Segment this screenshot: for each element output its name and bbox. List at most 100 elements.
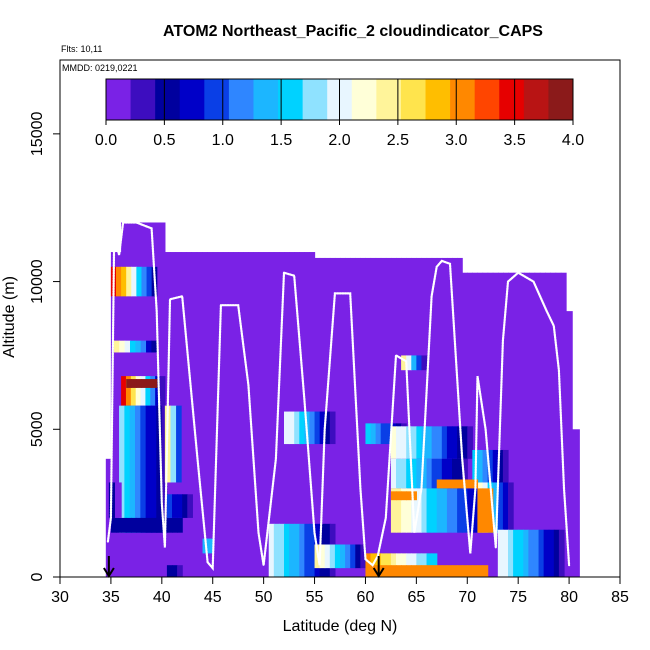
heatmap-cell (492, 272, 499, 577)
heatmap-cell (243, 252, 249, 577)
heatmap-cell (462, 272, 468, 577)
heatmap-cell (309, 411, 316, 445)
flight-boundary-arrowhead (372, 567, 385, 578)
flight-track (106, 221, 571, 571)
heatmap-cell (119, 405, 125, 533)
heatmap-cell (446, 488, 453, 533)
heatmap-cell (108, 482, 116, 518)
heatmap-cell (146, 517, 153, 533)
heatmap-cell (329, 411, 336, 445)
heatmap-cell (553, 529, 560, 577)
heatmap-cell (375, 257, 382, 577)
heatmap-cell (472, 272, 479, 577)
heatmap-cell (114, 482, 122, 518)
heatmap-cell (299, 523, 305, 577)
heatmap-cell (431, 426, 438, 459)
colorbar-tick-label: 3.5 (504, 132, 526, 149)
heatmap-cell (467, 488, 473, 533)
heatmap-cell (390, 257, 397, 577)
heatmap-cell (222, 252, 229, 577)
heatmap-cell (380, 565, 387, 577)
heatmap-cell (182, 494, 188, 518)
heatmap-cell (497, 449, 504, 483)
heatmap-cell (467, 272, 473, 577)
heatmap-cell (487, 272, 494, 577)
heatmap-cell (426, 488, 433, 533)
colorbar-tick-label: 1.5 (270, 132, 292, 149)
heatmap-cell (406, 565, 412, 577)
colorbar-tick-label: 4.0 (562, 132, 584, 149)
heatmap-cell (116, 266, 122, 297)
heatmap-cell (284, 411, 290, 445)
heatmap-cell (416, 426, 423, 459)
heatmap-cell (431, 565, 438, 577)
heatmap-cell (457, 488, 463, 533)
colorbar-tick-label: 0.5 (153, 132, 175, 149)
heatmap-cell (176, 405, 183, 483)
heatmap-cell (436, 426, 443, 459)
heatmap-cell (365, 257, 372, 577)
heatmap-cell (186, 252, 193, 577)
heatmap-cell (390, 491, 397, 501)
heatmap-cell (431, 488, 438, 533)
colorbar-swatch (523, 79, 549, 120)
heatmap-cell (528, 529, 535, 577)
heatmap-cell (426, 565, 433, 577)
mmdd-annotation: MMDD: 0219,0221 (62, 63, 138, 73)
heatmap-cell (278, 252, 285, 577)
heatmap-cell (497, 482, 504, 533)
heatmap-cell (131, 266, 137, 297)
heatmap-cell (141, 266, 148, 297)
heatmap-cell (572, 429, 580, 577)
heatmap-cell (105, 458, 111, 577)
heatmap-cell (355, 257, 361, 577)
x-tick-label: 35 (102, 589, 120, 606)
colorbar-tick-label: 1.0 (212, 132, 234, 149)
heatmap-cell (324, 544, 331, 569)
heatmap-cell (533, 529, 540, 577)
x-tick-label: 70 (458, 589, 476, 606)
y-tick-label: 5000 (29, 411, 46, 447)
heatmap-cell (431, 257, 438, 577)
heatmap-cell (233, 252, 239, 577)
heatmap-cell (129, 405, 136, 533)
heatmap-cell (166, 565, 173, 577)
heatmap-cell (472, 488, 479, 533)
heatmap-cell (385, 423, 392, 445)
heatmap-cell (441, 488, 448, 533)
colorbar-swatch (425, 79, 451, 120)
heatmap-cell (497, 529, 504, 577)
heatmap-cell (555, 272, 562, 577)
heatmap-cell (212, 252, 219, 577)
heatmap-cell (467, 426, 473, 459)
heatmap-cell (401, 488, 407, 533)
heatmap-cell (355, 544, 361, 569)
heatmap-cell (529, 272, 536, 577)
heatmap-cell (524, 272, 530, 577)
heatmap-cell (452, 479, 458, 489)
heatmap-cell (411, 355, 417, 371)
heatmap-cell (396, 257, 402, 577)
heatmap-cell (141, 379, 148, 388)
heatmap-cell (441, 257, 448, 577)
heatmap-cell (436, 458, 443, 489)
heatmap-cell (385, 257, 392, 577)
heatmap-cell (135, 405, 141, 533)
heatmap-cell (462, 458, 468, 489)
heatmap-cell (131, 379, 137, 388)
heatmap-cell (502, 449, 509, 483)
heatmap-cell (406, 488, 412, 533)
heatmap-cell (150, 405, 157, 533)
heatmap-cell (401, 565, 407, 577)
colorbar-tick-label: 0.0 (95, 132, 117, 149)
heatmap-cell (160, 376, 166, 406)
colorbar-swatch (548, 79, 574, 120)
heatmap-cell (508, 272, 515, 577)
heatmap-cell (452, 426, 458, 459)
heatmap-cell (492, 449, 499, 483)
heatmap-cell (329, 544, 336, 569)
heatmap-cell (441, 458, 448, 489)
heatmap-cell (268, 523, 275, 577)
heatmap-cell (518, 529, 524, 577)
heatmap-cell (145, 376, 151, 406)
